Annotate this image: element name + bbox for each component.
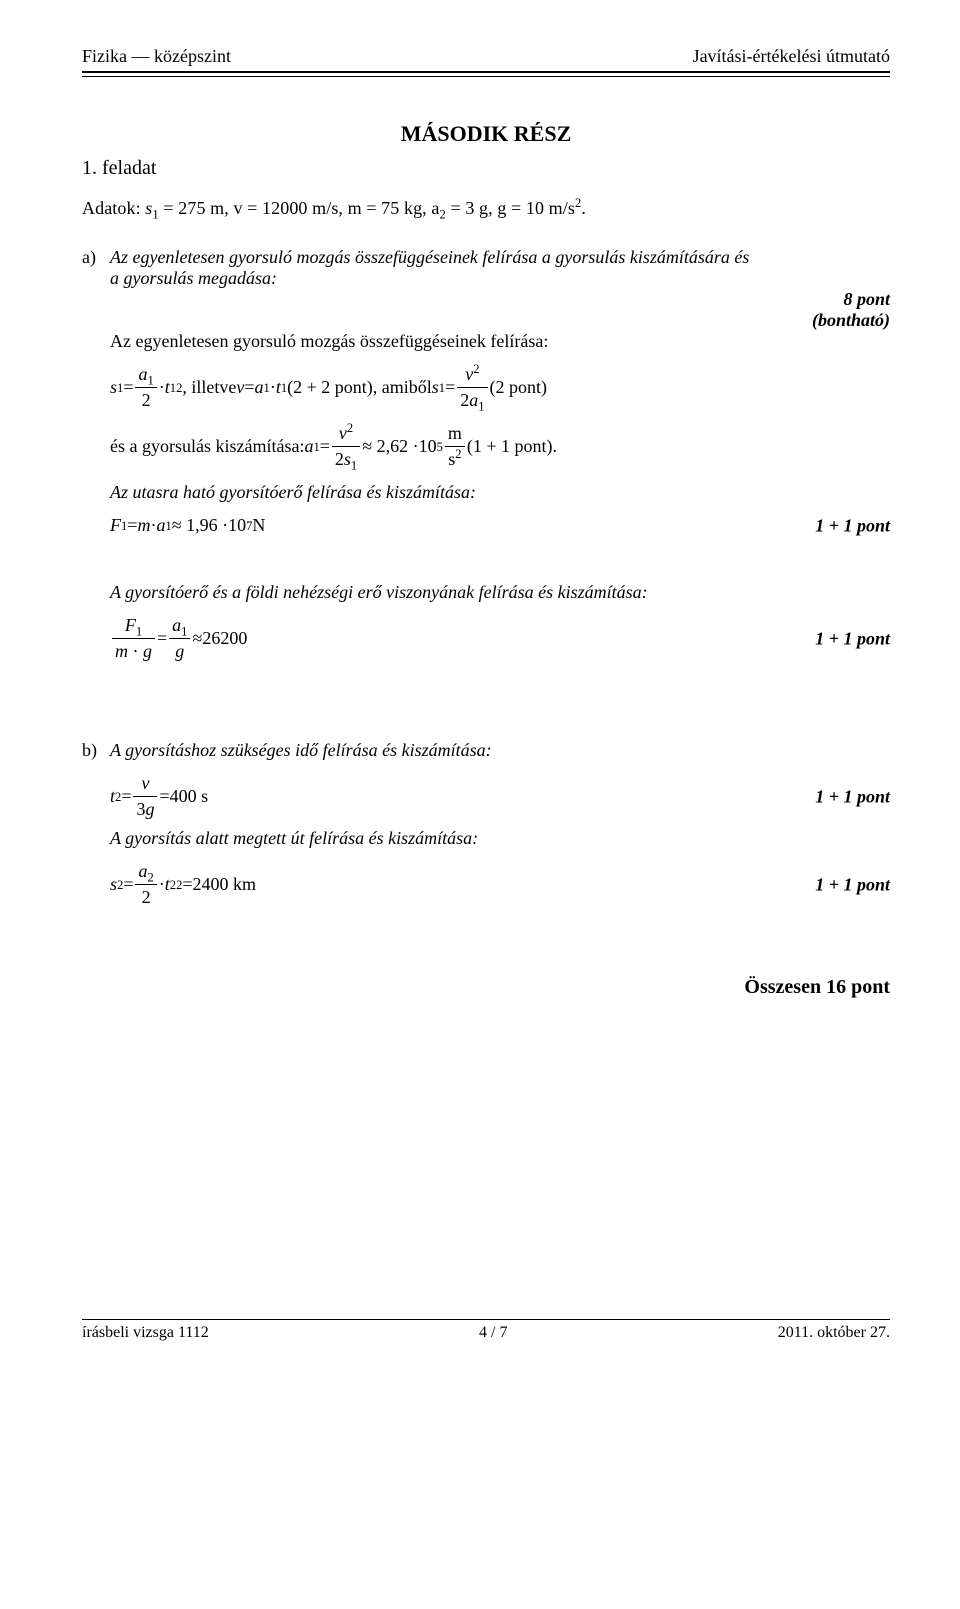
header-rule	[82, 71, 890, 77]
a-illetve: , illetve	[182, 377, 236, 398]
task-label: 1. feladat	[82, 157, 890, 180]
b-s2-val: 2400 km	[193, 874, 257, 895]
b-points-1: 1 + 1 pont	[815, 786, 890, 807]
a-desc-line-1a: Az egyenletesen gyorsuló mozgás összefüg…	[110, 247, 890, 268]
a-p22: (2 + 2 pont), amiből	[287, 377, 432, 398]
b-t2-val: 400 s	[170, 786, 209, 807]
a-f1-unit: N	[252, 515, 265, 536]
a-eq-2: és a gyorsulás kiszámítása: a1 = v2 2s1 …	[110, 423, 890, 470]
b-desc-1: A gyorsításhoz szükséges idő felírása és…	[110, 740, 890, 761]
b-desc-2: A gyorsítás alatt megtett út felírása és…	[110, 828, 890, 849]
summary-points: Összesen 16 pont	[82, 976, 890, 999]
adatok-mid2: = 3 g, g = 10 m/s	[446, 198, 575, 218]
b-eq-t2: t2 = v 3g = 400 s	[110, 773, 890, 820]
a-desc-line-1b: a gyorsulás megadása:	[110, 268, 890, 289]
item-a-letter: a)	[82, 247, 110, 670]
header-right: Javítási-értékelési útmutató	[693, 46, 890, 67]
a-eq-ratio: F1 m · g = a1 g ≈ 26200	[110, 615, 890, 662]
section-title: MÁSODIK RÉSZ	[82, 121, 890, 147]
footer-right: 2011. október 27.	[778, 1324, 890, 1342]
a-p11: (1 + 1 pont).	[467, 436, 557, 457]
header-left: Fizika — középszint	[82, 46, 231, 67]
adatok-line: Adatok: s1 = 275 m, v = 12000 m/s, m = 7…	[82, 198, 890, 219]
item-b-letter: b)	[82, 740, 110, 916]
a-points-1b: (bontható)	[110, 310, 890, 331]
footer-left: írásbeli vizsga 1112	[82, 1324, 209, 1342]
a-line-4: és a gyorsulás kiszámítása:	[110, 436, 304, 457]
footer-center: 4 / 7	[479, 1324, 507, 1342]
a-line-2: Az egyenletesen gyorsuló mozgás összefüg…	[110, 331, 890, 352]
b-eq-s2: s2 = a2 2 · t22 = 2400 km	[110, 861, 890, 908]
a-desc-3: A gyorsítóerő és a földi nehézségi erő v…	[110, 582, 890, 603]
a-points-1a: 8 pont	[110, 289, 890, 310]
a-ratio-val: 26200	[202, 628, 247, 649]
a-p2: (2 pont)	[490, 377, 548, 398]
adatok-prefix: Adatok:	[82, 198, 145, 218]
a-desc-2: Az utasra ható gyorsítóerő felírása és k…	[110, 482, 890, 503]
a-eq-F1: F1 = m · a1 ≈ 1,96 ·107 N	[110, 515, 890, 536]
a-points-2: 1 + 1 pont	[815, 515, 890, 536]
adatok-mid: = 275 m, v = 12000 m/s, m = 75 kg, a	[159, 198, 440, 218]
a-points-3: 1 + 1 pont	[815, 628, 890, 649]
b-points-2: 1 + 1 pont	[815, 874, 890, 895]
a-eq-1: s1 = a1 2 · t12 , illetve v = a1 · t1 (2…	[110, 364, 890, 411]
